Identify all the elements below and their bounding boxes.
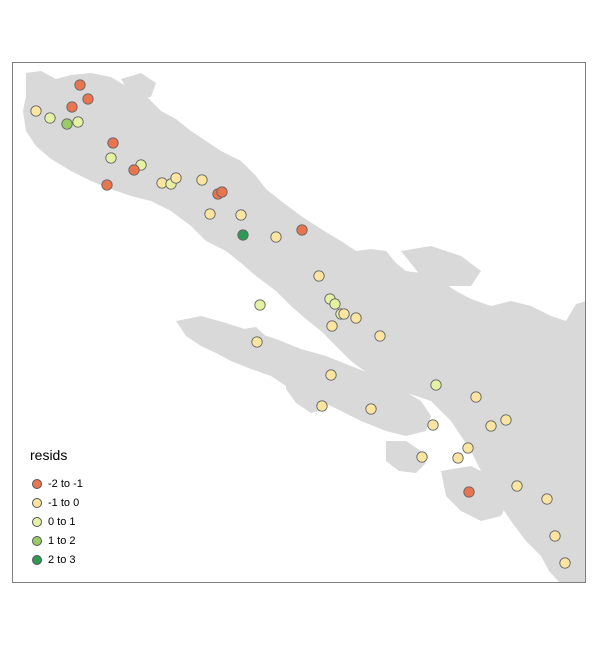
residual-point — [416, 451, 428, 463]
residual-point — [313, 270, 325, 282]
legend-label: -2 to -1 — [48, 478, 83, 490]
residual-point — [237, 229, 249, 241]
legend-label: 1 to 2 — [48, 535, 76, 547]
residual-point — [66, 101, 78, 113]
residual-point — [463, 486, 475, 498]
points-layer — [30, 79, 571, 569]
residual-point — [430, 379, 442, 391]
residual-point — [427, 419, 439, 431]
residual-point — [485, 420, 497, 432]
legend-item: -1 to 0 — [30, 496, 79, 510]
legend-swatch — [32, 555, 42, 565]
map-canvas — [23, 71, 585, 582]
residual-point — [350, 312, 362, 324]
residual-point — [365, 403, 377, 415]
residual-point — [107, 137, 119, 149]
residual-point — [329, 298, 341, 310]
residual-point — [74, 79, 86, 91]
legend-item: 0 to 1 — [30, 515, 76, 529]
island-south-lower — [386, 441, 426, 473]
legend-item: 2 to 3 — [30, 553, 76, 567]
island-mid — [231, 327, 271, 357]
island-north-small — [121, 73, 156, 99]
residual-point — [254, 299, 266, 311]
residual-point — [470, 391, 482, 403]
residual-point — [559, 557, 571, 569]
legend-label: 0 to 1 — [48, 516, 76, 528]
residual-point — [374, 330, 386, 342]
residual-point — [326, 320, 338, 332]
land-mass — [23, 71, 585, 582]
residual-point — [235, 209, 247, 221]
residual-point — [511, 480, 523, 492]
legend-label: -1 to 0 — [48, 497, 80, 509]
residual-point — [61, 118, 73, 130]
legend-label: 2 to 3 — [48, 554, 76, 566]
residual-point — [170, 172, 182, 184]
residual-point — [338, 308, 350, 320]
residual-point — [196, 174, 208, 186]
legend-swatch — [32, 517, 42, 527]
residual-point — [325, 369, 337, 381]
residual-point — [105, 152, 117, 164]
legend-swatch — [32, 498, 42, 508]
island-main — [23, 71, 585, 582]
residual-point — [549, 530, 561, 542]
island-southeast — [441, 466, 511, 521]
residual-point — [296, 224, 308, 236]
residual-point — [541, 493, 553, 505]
residual-point — [101, 179, 113, 191]
residual-point — [270, 231, 282, 243]
island-east — [336, 253, 381, 287]
residual-point — [500, 414, 512, 426]
residual-point — [72, 116, 84, 128]
residual-point — [462, 442, 474, 454]
residual-point — [316, 400, 328, 412]
legend-title: resids — [30, 447, 68, 463]
residual-point — [128, 164, 140, 176]
residual-point — [452, 452, 464, 464]
residual-point — [82, 93, 94, 105]
island-northeast — [401, 246, 481, 286]
legend-item: -2 to -1 — [30, 477, 83, 491]
legend-swatch — [32, 479, 42, 489]
map-panel — [12, 62, 586, 583]
residual-point — [204, 208, 216, 220]
residual-point — [44, 112, 56, 124]
residual-point — [216, 186, 228, 198]
legend-swatch — [32, 536, 42, 546]
residual-point — [30, 105, 42, 117]
legend-item: 1 to 2 — [30, 534, 76, 548]
residual-point — [251, 336, 263, 348]
